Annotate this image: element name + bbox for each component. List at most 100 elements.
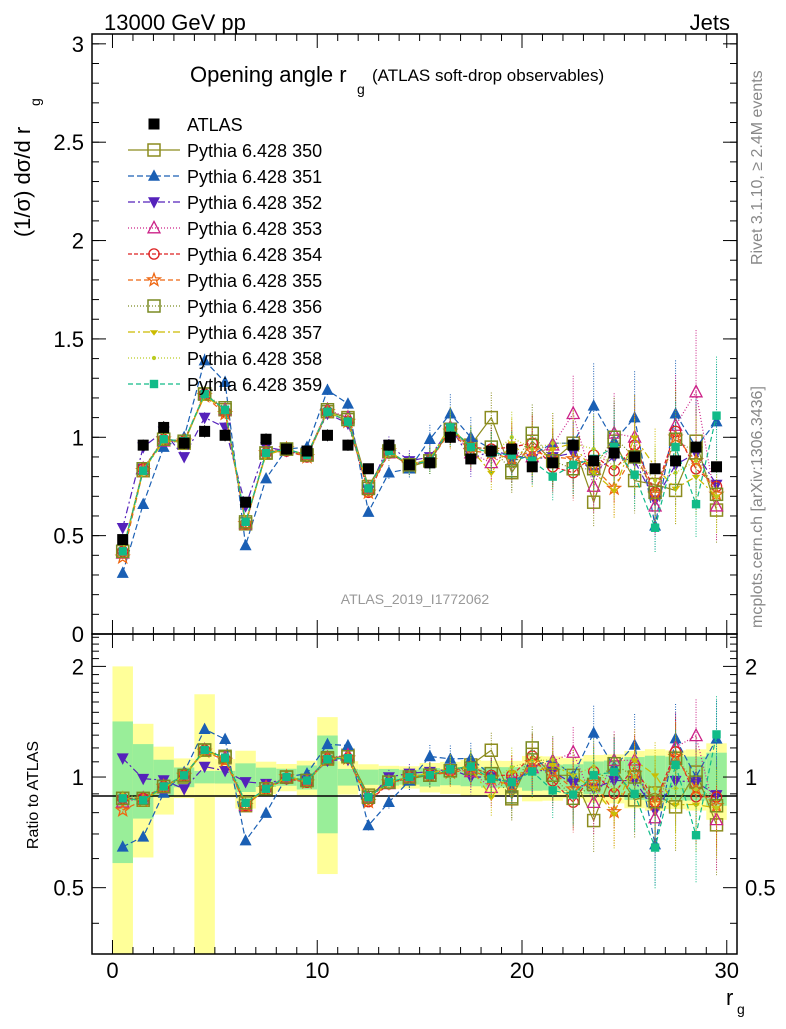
legend-marker bbox=[149, 379, 159, 389]
y-tick-label: 0 bbox=[72, 622, 84, 647]
series-359-ratio-point bbox=[405, 772, 414, 782]
series-354-line bbox=[122, 393, 717, 552]
series-359-ratio-point bbox=[425, 771, 435, 780]
series-357-ratio-point bbox=[589, 786, 598, 792]
series-358-point bbox=[714, 494, 719, 499]
series-353-ratio-point bbox=[688, 727, 704, 742]
data-atlas-point bbox=[567, 439, 579, 451]
data-atlas-point bbox=[137, 439, 149, 451]
series-359-point bbox=[466, 442, 476, 452]
series-351-point bbox=[219, 375, 232, 387]
data-atlas-point bbox=[199, 425, 211, 437]
series-351-line bbox=[122, 359, 717, 574]
series-355-ratio-point bbox=[114, 801, 131, 818]
series-359-point bbox=[261, 448, 271, 458]
series-359-ratio-line bbox=[122, 734, 718, 850]
series-358-ratio-point bbox=[612, 787, 617, 792]
series-350-line bbox=[122, 393, 718, 552]
series-358-line bbox=[122, 390, 718, 550]
y-tick-label: 0.5 bbox=[53, 524, 84, 549]
series-354-ratio-point bbox=[710, 791, 723, 803]
series-359-ratio-point bbox=[691, 830, 701, 840]
legend-marker bbox=[151, 355, 157, 361]
data-atlas-point bbox=[342, 439, 354, 451]
main-panel-series bbox=[114, 330, 725, 578]
series-356-point bbox=[238, 515, 253, 529]
series-359-ratio-point bbox=[364, 793, 373, 802]
side-label-rivet: Rivet 3.1.10, ≥ 2.4M events bbox=[749, 70, 766, 265]
series-351-point bbox=[710, 414, 723, 427]
series-355-ratio-point bbox=[360, 793, 377, 809]
ratio-y-tick-label-right: 1 bbox=[745, 765, 757, 790]
data-atlas-point bbox=[424, 457, 436, 469]
series-356-point bbox=[402, 458, 417, 472]
y-tick-label: 1 bbox=[72, 425, 84, 450]
series-356-ratio-point bbox=[300, 773, 314, 788]
series-359-ratio-point bbox=[568, 790, 578, 799]
series-359-point bbox=[343, 417, 353, 426]
series-352-ratio-point bbox=[178, 784, 191, 796]
series-351-ratio-point bbox=[362, 818, 375, 831]
series-359-point bbox=[384, 446, 394, 456]
series-352-line bbox=[122, 412, 718, 528]
series-359-point bbox=[630, 470, 639, 479]
series-359-ratio-point bbox=[241, 798, 250, 808]
series-351-point bbox=[382, 466, 395, 478]
series-351-ratio-point bbox=[382, 795, 395, 807]
series-351-ratio-point bbox=[239, 833, 252, 846]
series-357-ratio-point bbox=[609, 812, 619, 818]
x-tick-label: 30 bbox=[715, 958, 739, 983]
series-356-ratio-point bbox=[320, 750, 335, 765]
data-atlas-point bbox=[240, 496, 252, 508]
legend-label: Pythia 6.428 350 bbox=[187, 141, 322, 161]
ratio-band-outer bbox=[194, 694, 215, 954]
series-359-line bbox=[122, 393, 718, 552]
series-351-point bbox=[137, 497, 150, 509]
series-359-point bbox=[548, 472, 557, 481]
series-351-ratio-point bbox=[137, 830, 150, 842]
series-359-ratio-point bbox=[671, 760, 680, 770]
series-359-ratio-point bbox=[446, 765, 455, 774]
series-356-point bbox=[115, 544, 130, 559]
ratio-y-tick-label-right: 0.5 bbox=[745, 876, 776, 901]
series-356-ratio-point bbox=[177, 768, 191, 783]
series-351-ratio-point bbox=[219, 732, 232, 745]
series-352-point bbox=[116, 522, 129, 535]
data-atlas-point bbox=[485, 445, 497, 457]
series-359-point bbox=[650, 523, 660, 532]
series-359-ratio-point bbox=[220, 753, 230, 762]
x-tick-label: 0 bbox=[106, 958, 118, 983]
series-359-ratio-group bbox=[118, 696, 721, 889]
ratio-y-tick-label: 0.5 bbox=[53, 876, 84, 901]
series-358-ratio-point bbox=[509, 765, 514, 770]
y-tick-label: 1.5 bbox=[53, 327, 84, 352]
series-356-ratio-point bbox=[238, 796, 253, 810]
data-atlas-point bbox=[281, 443, 293, 455]
series-357-point bbox=[589, 470, 598, 477]
legend-marker bbox=[146, 220, 162, 234]
series-358-point bbox=[612, 464, 617, 469]
series-359-point bbox=[138, 466, 148, 475]
data-atlas-point bbox=[321, 429, 333, 441]
series-359-ratio-point bbox=[302, 776, 312, 785]
series-356-ratio-point bbox=[361, 790, 376, 805]
chart-title-main: Opening angle r bbox=[190, 62, 347, 87]
series-358-ratio-line bbox=[122, 747, 717, 809]
series-351-ratio-point bbox=[116, 840, 129, 852]
series-352-point bbox=[178, 452, 191, 464]
y-tick-label: 2 bbox=[72, 229, 84, 254]
data-atlas-point bbox=[219, 429, 231, 441]
data-atlas-point bbox=[608, 447, 620, 459]
legend-marker bbox=[148, 169, 160, 181]
series-356-ratio-point bbox=[197, 743, 212, 757]
series-356-ratio-point bbox=[525, 741, 539, 755]
series-352-point bbox=[198, 412, 211, 425]
series-358-ratio-point bbox=[632, 774, 637, 780]
series-355-point bbox=[114, 548, 131, 565]
series-352-ratio-point bbox=[137, 773, 150, 786]
series-356-ratio-point bbox=[279, 770, 294, 784]
legend-label: Pythia 6.428 352 bbox=[187, 193, 322, 213]
series-356-point bbox=[259, 446, 273, 460]
series-351-point bbox=[116, 566, 129, 578]
